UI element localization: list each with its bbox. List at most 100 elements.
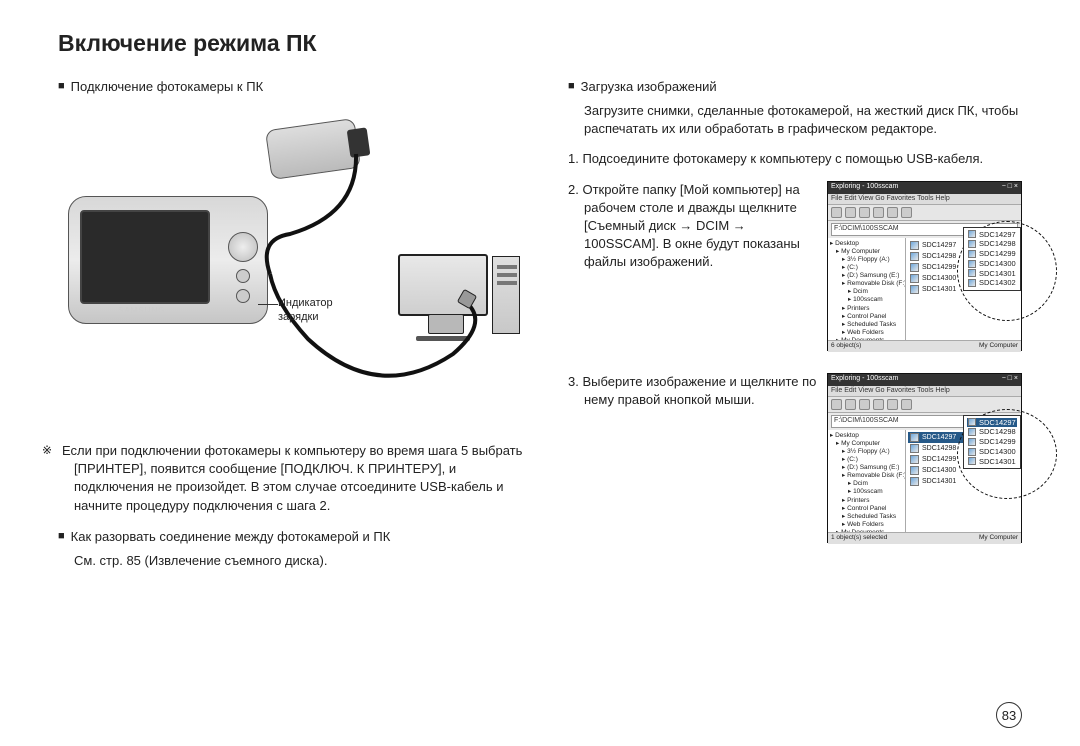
status-left: 6 object(s) xyxy=(831,342,861,351)
left-heading-1-text: Подключение фотокамеры к ПК xyxy=(71,79,264,94)
callout-file-item: SDC14299 xyxy=(967,249,1017,259)
callout-circle: SDC14297SDC14298SDC14299SDC14300SDC14301 xyxy=(957,409,1057,499)
file-name: SDC14298 xyxy=(922,445,956,452)
callout-file-item: SDC14299 xyxy=(967,437,1017,447)
image-file-icon xyxy=(910,241,919,250)
toolbar-icon xyxy=(873,399,884,410)
callout-file-name: SDC14298 xyxy=(979,427,1016,437)
callout-file-list: SDC14297SDC14298SDC14299SDC14300SDC14301… xyxy=(963,227,1021,292)
callout-file-item: SDC14297 xyxy=(967,418,1017,428)
indicator-leader-line xyxy=(258,304,278,305)
toolbar-icon xyxy=(887,399,898,410)
tree-node: ▸ 3½ Floppy (A:) xyxy=(830,256,903,264)
image-file-icon xyxy=(968,260,976,268)
image-file-icon xyxy=(910,433,919,442)
monitor-illustration xyxy=(398,254,488,316)
tree-node: ▸ Printers xyxy=(830,305,903,313)
tree-node: ▸ My Documents xyxy=(830,529,903,532)
tree-node: ▸ 100sscam xyxy=(830,488,903,496)
indicator-label: Индикатор зарядки xyxy=(278,296,333,325)
toolbar-icon xyxy=(901,207,912,218)
right-column: ■ Загрузка изображений Загрузите снимки, … xyxy=(568,79,1022,570)
callout-file-name: SDC14302 xyxy=(979,278,1016,288)
toolbar-icon xyxy=(845,399,856,410)
callout-file-name: SDC14301 xyxy=(979,269,1016,279)
file-name: SDC14300 xyxy=(922,275,956,282)
tree-node: ▸ (C:) xyxy=(830,264,903,272)
close-icon: − □ × xyxy=(1002,183,1018,193)
image-file-icon xyxy=(968,269,976,277)
printer-note-text: Если при подключении фотокамеры к компью… xyxy=(62,443,522,513)
callout-file-item: SDC14300 xyxy=(967,259,1017,269)
status-right: My Computer xyxy=(979,342,1018,351)
image-file-icon xyxy=(968,418,976,426)
intro-text: Загрузите снимки, сделанные фотокамерой,… xyxy=(568,102,1022,138)
image-file-icon xyxy=(910,285,919,294)
bullet-square: ■ xyxy=(58,80,65,92)
image-file-icon xyxy=(910,477,919,486)
status-left: 1 object(s) selected xyxy=(831,534,887,543)
image-file-icon xyxy=(910,466,919,475)
camera-dial xyxy=(228,232,258,262)
toolbar-icon xyxy=(887,207,898,218)
tree-node: ▸ Control Panel xyxy=(830,505,903,513)
right-heading-text: Загрузка изображений xyxy=(581,79,717,94)
tree-node: ▸ Scheduled Tasks xyxy=(830,321,903,329)
left-column: ■ Подключение фотокамеры к ПК SAMSUNG Инд… xyxy=(58,79,538,570)
callout-file-item: SDC14301 xyxy=(967,269,1017,279)
file-name: SDC14297 xyxy=(922,434,956,441)
callout-file-name: SDC14299 xyxy=(979,249,1016,259)
image-file-icon xyxy=(968,428,976,436)
see-page-ref: См. стр. 85 (Извлечение съемного диска). xyxy=(58,552,538,570)
left-heading-2: ■Как разорвать соединение между фотокаме… xyxy=(58,529,538,544)
callout-file-name: SDC14300 xyxy=(979,259,1016,269)
explorer-title: Exploring - 100sscam xyxy=(831,183,898,193)
tree-node: ▸ My Documents xyxy=(830,337,903,340)
callout-circle: SDC14297SDC14298SDC14299SDC14300SDC14301… xyxy=(957,221,1057,321)
toolbar-icon xyxy=(831,207,842,218)
right-heading: ■ Загрузка изображений xyxy=(568,79,1022,94)
toolbar-icon xyxy=(859,399,870,410)
explorer-titlebar: Exploring - 100sscam − □ × xyxy=(828,374,1021,386)
tree-node: ▸ (D:) Samsung (E:) xyxy=(830,272,903,280)
explorer-titlebar: Exploring - 100sscam − □ × xyxy=(828,182,1021,194)
tree-node: ▸ Web Folders xyxy=(830,329,903,337)
bullet-square: ■ xyxy=(568,80,575,92)
explorer-statusbar: 6 object(s) My Computer xyxy=(828,340,1021,352)
file-name: SDC14298 xyxy=(922,253,956,260)
toolbar-icon xyxy=(901,399,912,410)
explorer-title: Exploring - 100sscam xyxy=(831,375,898,385)
file-name: SDC14300 xyxy=(922,467,956,474)
toolbar-icon xyxy=(845,207,856,218)
camera-brand: SAMSUNG xyxy=(118,306,165,315)
camera-top-illustration xyxy=(265,118,361,180)
tree-node: ▸ Desktop xyxy=(830,240,903,248)
left-heading-2-text: Как разорвать соединение между фотокамер… xyxy=(71,529,391,544)
callout-file-item: SDC14302 xyxy=(967,278,1017,288)
page-title: Включение режима ПК xyxy=(58,30,1022,57)
file-name: SDC14297 xyxy=(922,242,956,249)
callout-file-item: SDC14300 xyxy=(967,447,1017,457)
image-file-icon xyxy=(910,444,919,453)
callout-file-item: SDC14297 xyxy=(967,230,1017,240)
toolbar-icon xyxy=(873,207,884,218)
step-3: 3. Выберите изображение и щелкните по не… xyxy=(568,373,819,409)
image-file-icon xyxy=(910,455,919,464)
image-file-icon xyxy=(968,240,976,248)
file-name: SDC14301 xyxy=(922,478,956,485)
tree-node: ▸ Printers xyxy=(830,497,903,505)
explorer-tree: ▸ Desktop▸ My Computer▸ 3½ Floppy (A:)▸ … xyxy=(828,238,906,340)
toolbar-icon xyxy=(831,399,842,410)
callout-file-item: SDC14298 xyxy=(967,239,1017,249)
pc-tower-illustration xyxy=(492,256,520,334)
image-file-icon xyxy=(968,279,976,287)
close-icon: − □ × xyxy=(1002,375,1018,385)
callout-file-name: SDC14299 xyxy=(979,437,1016,447)
image-file-icon xyxy=(968,230,976,238)
tree-node: ▸ 3½ Floppy (A:) xyxy=(830,448,903,456)
callout-file-list: SDC14297SDC14298SDC14299SDC14300SDC14301 xyxy=(963,415,1021,470)
image-file-icon xyxy=(968,438,976,446)
image-file-icon xyxy=(968,457,976,465)
explorer-toolbar xyxy=(828,205,1021,221)
tree-node: ▸ (C:) xyxy=(830,456,903,464)
